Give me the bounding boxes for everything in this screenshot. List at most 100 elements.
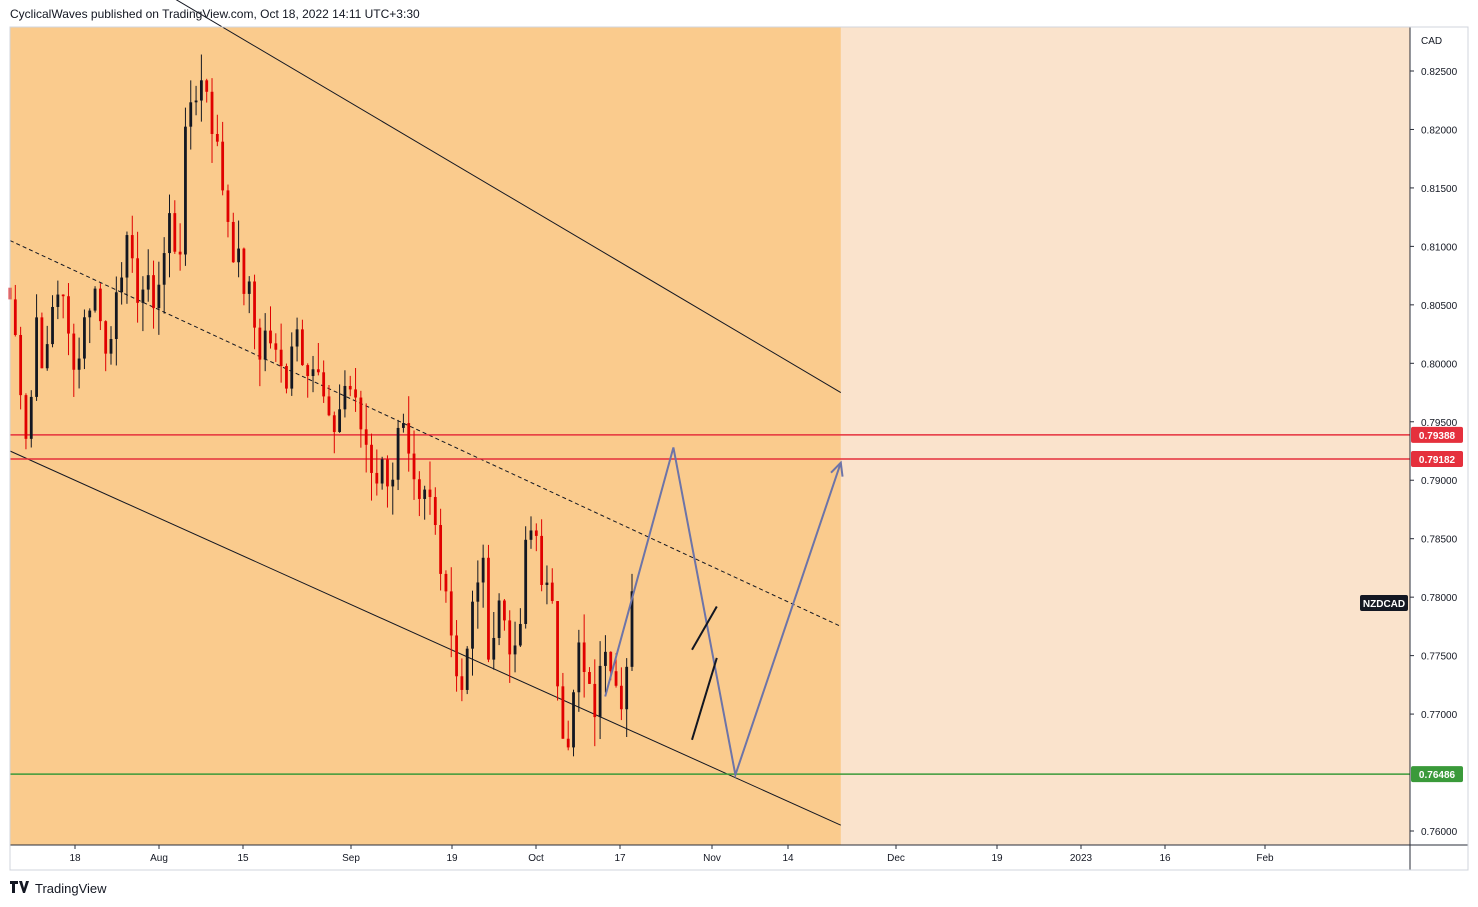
candle-body: [306, 365, 310, 377]
candle-body: [269, 330, 272, 344]
channel-fill: [10, 27, 841, 845]
candle-body: [545, 582, 549, 585]
candle-body: [88, 310, 92, 318]
candle-body: [561, 686, 565, 739]
candle-body: [338, 409, 342, 432]
candle-body: [487, 557, 490, 660]
channel-upper-line: [175, 0, 842, 393]
level-badge-0.76486: [1411, 766, 1463, 783]
wedge-line-2: [691, 657, 718, 741]
y-axis: 0.82500 0.82000 0.81500 0.81000 0.80500 0.800…: [1410, 67, 1458, 838]
candle-body: [572, 692, 575, 748]
candle-body: [189, 102, 193, 127]
candle-body: [593, 683, 597, 718]
candles-layer: [8, 54, 634, 757]
candle-body: [534, 530, 538, 536]
y-tick-label: 0.82500: [1421, 67, 1458, 78]
candle-body: [109, 338, 113, 354]
x-tick-label: 18: [69, 853, 81, 864]
candle-body: [497, 600, 501, 638]
candle-body: [609, 651, 613, 672]
channel-middle-line: [9, 240, 842, 627]
candle-body: [205, 80, 209, 92]
candle-body: [263, 330, 267, 360]
candle-body: [51, 306, 54, 345]
candle-body: [391, 479, 395, 487]
candle-body: [332, 415, 336, 432]
candle-body: [449, 591, 453, 636]
candle-body: [322, 372, 326, 397]
candle-body: [253, 281, 256, 328]
candle-body: [226, 190, 230, 222]
candle-body: [359, 397, 363, 430]
candle-body: [354, 389, 357, 398]
candle-body: [316, 369, 320, 373]
y-tick-label: 0.78500: [1421, 535, 1458, 546]
candle-body: [221, 141, 225, 191]
candle-body: [290, 346, 294, 389]
candle-body: [503, 600, 506, 621]
candle-body: [125, 235, 129, 278]
candle-body: [93, 288, 97, 311]
candle-body: [152, 275, 155, 309]
candle-body: [343, 385, 347, 410]
candle-body: [513, 645, 517, 655]
x-axis: 18 Aug 15 Sep 19 Oct 17 Nov 14 Dec 19 2023 16 Feb: [69, 845, 1274, 864]
footer-brand: TradingView: [10, 880, 107, 896]
candle-body: [136, 258, 139, 303]
candle-body: [162, 253, 166, 285]
y-tick-label: 0.76000: [1421, 827, 1458, 838]
candle-body: [630, 591, 634, 667]
candle-body: [375, 472, 379, 484]
currency-label: CAD: [1421, 36, 1442, 47]
candle-body: [412, 453, 416, 480]
candle-body: [72, 333, 76, 370]
candle-body: [550, 582, 554, 602]
projection-path: [604, 447, 842, 779]
candle-body: [481, 557, 485, 583]
candle-body: [396, 427, 400, 480]
candle-body: [348, 385, 352, 390]
y-tick-label: 0.80500: [1421, 301, 1458, 312]
x-tick-label: Aug: [150, 853, 168, 864]
y-tick-label: 0.79000: [1421, 476, 1458, 487]
y-tick-label: 0.81500: [1421, 184, 1458, 195]
plot-frame: [9, 26, 1469, 871]
candle-body: [114, 292, 118, 339]
candle-body: [582, 642, 586, 672]
x-tick-label: Oct: [528, 853, 544, 864]
symbol-badge: NZDCAD: [1360, 595, 1408, 611]
candle-body: [588, 671, 591, 684]
symbol-label: NZDCAD: [1363, 599, 1405, 610]
channel-layer: [9, 0, 842, 845]
level-label-0.76486: 0.76486: [1419, 770, 1456, 781]
candle-body: [524, 539, 528, 624]
candle-body: [242, 248, 246, 294]
candle-body: [13, 299, 17, 335]
y-tick-label: 0.79500: [1421, 418, 1458, 429]
level-label-0.79182: 0.79182: [1419, 455, 1456, 466]
candle-body: [311, 369, 315, 377]
candle-body: [98, 288, 102, 322]
candle-body: [231, 221, 235, 263]
candle-body: [370, 444, 373, 473]
candle-body: [199, 80, 203, 101]
level-label-0.79388: 0.79388: [1419, 431, 1456, 442]
candle-body: [625, 666, 629, 710]
x-tick-label: Sep: [342, 853, 360, 864]
candle-body: [402, 423, 405, 428]
candle-body: [619, 685, 623, 710]
candle-body: [67, 296, 70, 334]
projection-arrowhead: [830, 460, 844, 477]
publisher-info: CyclicalWaves published on TradingView.c…: [10, 7, 420, 21]
candle-body: [556, 601, 559, 687]
levels-layer: 0.79388 0.79182 0.76486: [10, 426, 1463, 783]
candle-body: [614, 671, 618, 686]
candle-body: [141, 289, 145, 303]
candle-body: [274, 343, 278, 350]
candle-body: [194, 100, 198, 103]
candle-body: [295, 329, 299, 347]
candle-body: [598, 665, 602, 718]
candle-body: [327, 396, 331, 416]
